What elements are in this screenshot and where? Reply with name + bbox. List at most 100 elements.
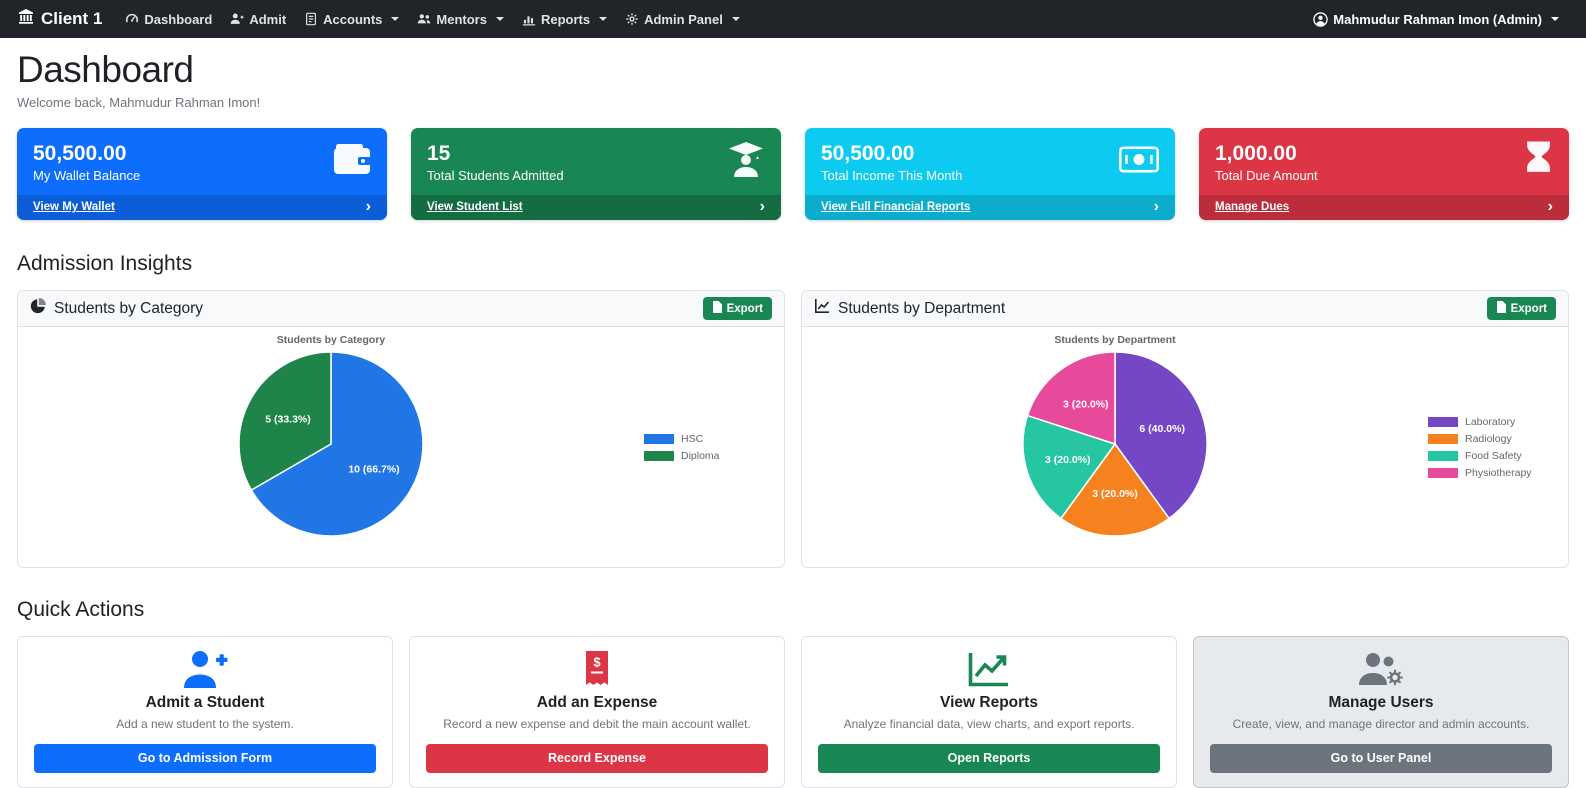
people-gear-icon xyxy=(1210,650,1552,688)
legend-swatch xyxy=(1428,450,1458,461)
chart-title: Students by Category xyxy=(276,334,386,347)
line-chart-icon xyxy=(814,298,830,319)
stat-card-due-amount: 1,000.00 Total Due Amount Manage Dues › xyxy=(1199,128,1569,221)
pie-data-label: 6 (40.0%) xyxy=(1139,424,1185,436)
nav-reports[interactable]: Reports xyxy=(513,12,616,27)
receipt-icon: $ xyxy=(426,650,768,688)
legend-item-radiology[interactable]: Radiology xyxy=(1428,433,1550,445)
stat-label: My Wallet Balance xyxy=(33,167,141,183)
person-plus-icon xyxy=(34,650,376,689)
action-description: Analyze financial data, view charts, and… xyxy=(843,717,1135,732)
graph-up-icon xyxy=(818,650,1160,688)
legend-swatch xyxy=(1428,467,1458,478)
export-label: Export xyxy=(726,302,763,315)
stat-body: 1,000.00 Total Due Amount xyxy=(1199,128,1569,195)
bank-icon xyxy=(18,8,34,30)
person-plus-icon xyxy=(230,12,244,26)
main-content: Dashboard Welcome back, Mahmudur Rahman … xyxy=(0,38,1586,788)
cash-icon xyxy=(1118,144,1160,179)
go-to-admission-form-button[interactable]: Go to Admission Form xyxy=(34,744,376,774)
chevron-right-icon: › xyxy=(1153,198,1159,216)
chart-body: Students by Department 6 (40.0%) 3 (20.0%… xyxy=(802,327,1568,567)
open-reports-button[interactable]: Open Reports xyxy=(818,744,1160,774)
user-menu[interactable]: Mahmudur Rahman Imon (Admin) xyxy=(1304,12,1568,27)
pie-data-label: 3 (20.0%) xyxy=(1045,454,1091,466)
pie-slice-food-safety xyxy=(1022,415,1117,520)
legend-item-physiotherapy[interactable]: Physiotherapy xyxy=(1428,467,1550,479)
stat-label: Total Due Amount xyxy=(1215,167,1318,183)
legend-item-hsc[interactable]: HSC xyxy=(644,433,766,445)
go-to-user-panel-button[interactable]: Go to User Panel xyxy=(1210,744,1552,774)
action-description: Record a new expense and debit the main … xyxy=(443,717,751,732)
stat-footer-link[interactable]: View My Wallet xyxy=(33,201,115,214)
journal-icon xyxy=(304,12,318,26)
brand-label: Client 1 xyxy=(41,9,103,28)
chevron-right-icon: › xyxy=(1547,198,1553,216)
nav-dashboard[interactable]: Dashboard xyxy=(116,12,221,27)
export-button[interactable]: Export xyxy=(1486,297,1556,321)
person-circle-icon xyxy=(1313,11,1328,27)
chart-body: Students by Category 10 (66.7%) 5 (33.3%)… xyxy=(18,327,784,567)
user-name: Mahmudur Rahman Imon (Admin) xyxy=(1333,11,1542,27)
pie-chart-category: 10 (66.7%) 5 (33.3%) xyxy=(238,351,424,538)
legend-item-laboratory[interactable]: Laboratory xyxy=(1428,416,1550,428)
action-title: Add an Expense xyxy=(536,694,658,712)
chart-legend: Laboratory Radiology Food Safety Physiother… xyxy=(1428,327,1568,567)
chart-card-header: Students by Department Export xyxy=(802,291,1568,328)
action-card-view-reports: View Reports Analyze financial data, vie… xyxy=(801,636,1177,788)
chart-card-category: Students by Category Export Students by … xyxy=(17,290,785,569)
chevron-right-icon: › xyxy=(759,198,765,216)
legend-swatch xyxy=(1428,416,1458,427)
stat-card-row: 50,500.00 My Wallet Balance View My Wall… xyxy=(17,128,1569,221)
pie-slice-hsc xyxy=(250,351,424,538)
navbar-right: Mahmudur Rahman Imon (Admin) xyxy=(1304,12,1568,27)
legend-item-diploma[interactable]: Diploma xyxy=(644,450,766,462)
stat-body: 50,500.00 Total Income This Month xyxy=(805,128,1175,195)
stat-footer: View Student List › xyxy=(411,195,781,221)
nav-label: Reports xyxy=(540,11,591,27)
legend-item-food-safety[interactable]: Food Safety xyxy=(1428,450,1550,462)
pie-slice-diploma xyxy=(238,351,332,492)
mortarboard-icon xyxy=(727,141,765,182)
nav-admin-panel[interactable]: Admin Panel xyxy=(616,12,749,27)
file-export-icon xyxy=(712,301,722,316)
nav-mentors[interactable]: Mentors xyxy=(408,12,513,27)
chevron-down-icon xyxy=(495,17,504,21)
legend-label: Food Safety xyxy=(1465,449,1522,462)
record-expense-button[interactable]: Record Expense xyxy=(426,744,768,774)
export-button[interactable]: Export xyxy=(702,297,772,321)
section-title-admission-insights: Admission Insights xyxy=(17,252,193,276)
chart-card-title: Students by Department xyxy=(814,298,1005,319)
action-card-manage-users: Manage Users Create, view, and manage di… xyxy=(1193,636,1569,788)
stat-value: 15 xyxy=(427,142,451,166)
stat-footer-link[interactable]: View Full Financial Reports xyxy=(821,201,971,214)
pie-chart-department: 6 (40.0%) 3 (20.0%) 3 (20.0%) 3 (20.0%) xyxy=(1022,351,1208,538)
chart-card-title-text: Students by Department xyxy=(838,299,1006,317)
top-navbar: Client 1 Dashboard Admit Accounts Mentor… xyxy=(0,0,1586,38)
stat-footer: Manage Dues › xyxy=(1199,195,1569,221)
stat-footer-link[interactable]: View Student List xyxy=(427,201,523,214)
stat-body: 50,500.00 My Wallet Balance xyxy=(17,128,387,195)
chart-area: Students by Category 10 (66.7%) 5 (33.3%) xyxy=(18,327,644,567)
stat-label: Total Students Admitted xyxy=(427,167,564,183)
action-title: Manage Users xyxy=(1328,694,1434,712)
brand-link[interactable]: Client 1 xyxy=(18,8,103,30)
nav-label: Accounts xyxy=(323,11,383,27)
chevron-down-icon xyxy=(731,17,740,21)
section-title-quick-actions: Quick Actions xyxy=(17,598,145,622)
legend-label: Laboratory xyxy=(1465,415,1516,428)
chevron-right-icon: › xyxy=(365,198,371,216)
pie-data-label: 10 (66.7%) xyxy=(348,464,399,476)
action-description: Create, view, and manage director and ad… xyxy=(1232,717,1530,732)
pie-slice-laboratory xyxy=(1114,351,1208,520)
pie-chart-icon xyxy=(30,298,46,319)
stat-card-income-month: 50,500.00 Total Income This Month View F… xyxy=(805,128,1175,221)
nav-admit[interactable]: Admit xyxy=(221,12,295,27)
gears-icon xyxy=(625,12,639,26)
action-description: Add a new student to the system. xyxy=(116,717,294,732)
stat-footer-link[interactable]: Manage Dues xyxy=(1215,201,1290,214)
stat-card-wallet-balance: 50,500.00 My Wallet Balance View My Wall… xyxy=(17,128,387,221)
svg-text:$: $ xyxy=(593,655,601,670)
nav-accounts[interactable]: Accounts xyxy=(295,12,408,27)
stat-label: Total Income This Month xyxy=(821,167,963,183)
